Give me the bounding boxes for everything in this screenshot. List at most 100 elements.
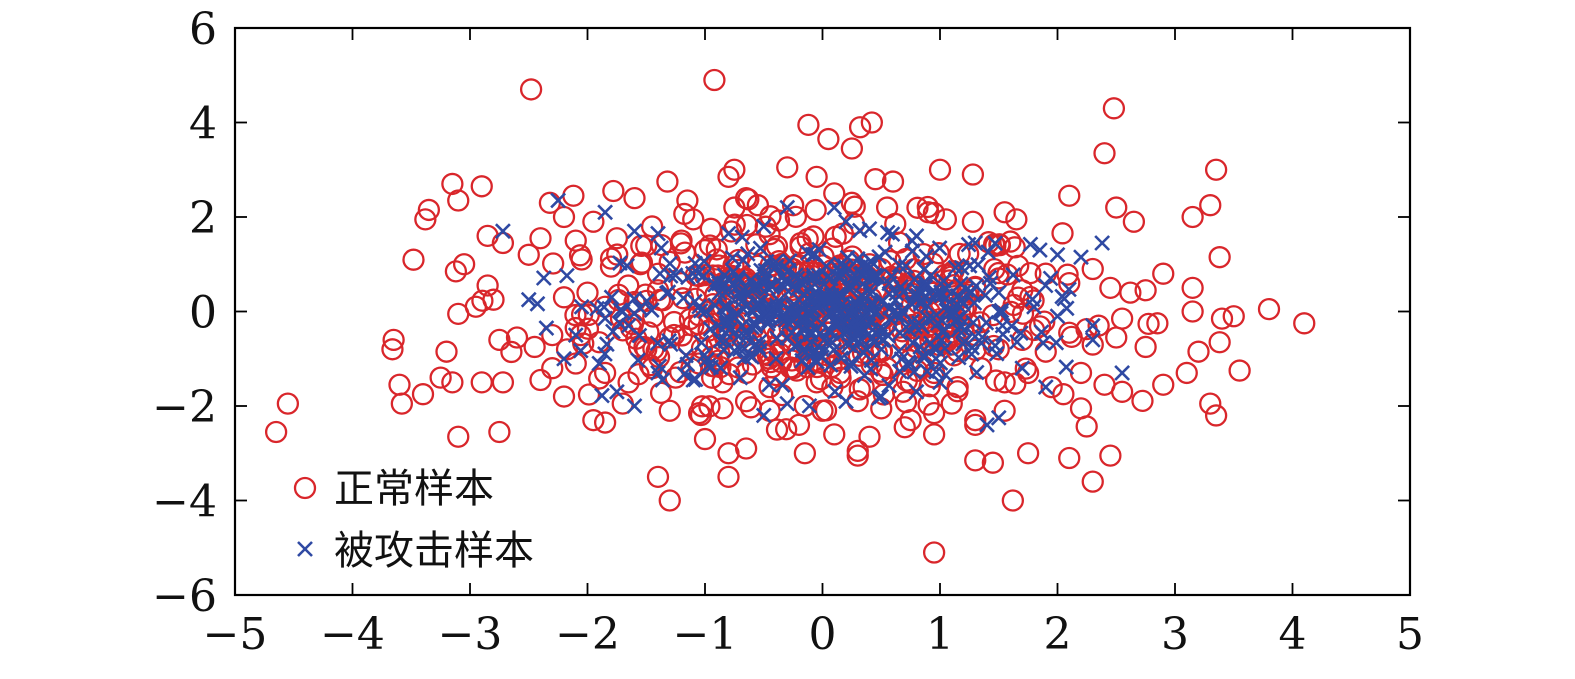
normal-sample-point (646, 465, 670, 489)
normal-sample-point (1058, 184, 1081, 207)
attacked-sample-point (840, 317, 856, 334)
x-tick-label: 5 (1396, 609, 1424, 660)
attacked-sample-point (743, 301, 760, 318)
attacked-sample-point (735, 252, 752, 268)
attacked-sample-point (968, 364, 985, 381)
attacked-sample-point (679, 356, 696, 373)
x-tick-label: −4 (320, 609, 385, 660)
normal-sample-point (582, 210, 605, 233)
normal-sample-point (1146, 312, 1169, 335)
attacked-sample-point (987, 235, 1004, 252)
normal-sample-point (505, 326, 529, 349)
attacked-sample-point (870, 321, 887, 338)
attacked-sample-point (988, 345, 1005, 362)
attacked-sample-point (881, 285, 898, 302)
attacked-sample-point (755, 218, 772, 235)
normal-sample-point (476, 274, 499, 297)
attacked-sample-point (751, 333, 768, 350)
legend: 正常样本 被攻击样本 (293, 466, 534, 574)
normal-sample-point (670, 324, 694, 347)
attacked-sample-point (1042, 270, 1059, 287)
attacked-sample-point (993, 305, 1009, 322)
y-tick-label: 0 (189, 288, 217, 339)
attacked-sample-point (692, 302, 709, 319)
normal-sample-point (447, 189, 470, 212)
attacked-sample-point (573, 298, 590, 315)
attacked-sample-point (556, 350, 572, 367)
attacked-sample-point (700, 357, 716, 374)
normal-sample-point (964, 413, 987, 437)
x-tick-label: 0 (809, 609, 837, 660)
attacked-sample-point (520, 291, 537, 308)
attacked-sample-point (1048, 334, 1065, 351)
normal-sample-point (562, 184, 585, 207)
normal-sample-point (693, 427, 717, 451)
normal-sample-point (840, 191, 864, 214)
attacked-sample-point (816, 288, 832, 305)
normal-sample-point (625, 327, 648, 350)
attacked-sample-point (978, 314, 995, 331)
normal-sample-point (946, 380, 969, 403)
normal-sample-point (1058, 321, 1081, 344)
attacked-sample-point (1031, 242, 1048, 258)
attacked-sample-point (680, 269, 696, 286)
attacked-sample-point (908, 383, 925, 400)
attacked-sample-point (661, 332, 678, 349)
normal-sample-point (1222, 305, 1245, 328)
attacked-sample-point (799, 290, 816, 307)
attacked-sample-point (732, 288, 749, 305)
attacked-sample-point (626, 398, 643, 414)
normal-sample-point (658, 326, 681, 349)
normal-sample-point (552, 385, 576, 408)
normal-sample-point (1181, 276, 1204, 300)
attacked-sample-point (902, 356, 919, 373)
attacked-sample-point (924, 310, 941, 327)
attacked-sample-point (651, 358, 668, 375)
normal-sample-point (529, 227, 552, 250)
y-tick-label: −2 (152, 382, 217, 433)
normal-sample-point (765, 418, 789, 441)
normal-sample-point (662, 310, 686, 334)
attacked-sample-point (720, 225, 737, 242)
normal-sample-point (1040, 375, 1063, 399)
normal-sample-point (961, 210, 985, 233)
attacked-sample-point (1037, 277, 1054, 294)
plot-area (264, 68, 1316, 564)
normal-sample-point (846, 439, 869, 463)
normal-sample-point (829, 366, 852, 389)
attacked-sample-point (960, 236, 977, 253)
attacked-sample-point (558, 267, 575, 284)
normal-sample-point (690, 395, 714, 418)
normal-sample-point (848, 116, 872, 139)
normal-sample-point (737, 188, 760, 211)
normal-sample-point (1081, 333, 1104, 356)
normal-sample-point (552, 286, 576, 309)
normal-sample-point (1102, 97, 1126, 120)
attacked-sample-point (759, 280, 776, 296)
attacked-sample-point (626, 305, 643, 322)
attacked-sample-point (850, 290, 867, 307)
attacked-sample-point (1114, 365, 1131, 381)
attacked-sample-point (605, 323, 621, 340)
normal-sample-point (582, 409, 605, 432)
normal-sample-point (1058, 446, 1081, 470)
attacked-sample-point (856, 367, 873, 384)
attacked-sample-point (717, 311, 734, 327)
attacked-sample-point (603, 289, 620, 306)
attacked-sample-point (776, 279, 793, 296)
normal-sample-point (906, 196, 929, 219)
normal-sample-point (577, 383, 601, 406)
attacked-sample-point (790, 304, 807, 321)
attacked-sample-point (843, 354, 860, 371)
normal-sample-point (1110, 380, 1134, 403)
normal-sample-point (776, 156, 799, 179)
normal-sample-point (723, 158, 746, 181)
normal-sample-point (814, 399, 838, 422)
attacked-sample-point (687, 371, 704, 388)
attacked-sample-point (918, 248, 935, 265)
normal-sample-point (775, 418, 798, 441)
attacked-sample-point (843, 358, 859, 375)
attacked-sample-point (693, 334, 710, 351)
normal-sample-point (881, 170, 905, 193)
attacked-sample-point (608, 383, 625, 400)
